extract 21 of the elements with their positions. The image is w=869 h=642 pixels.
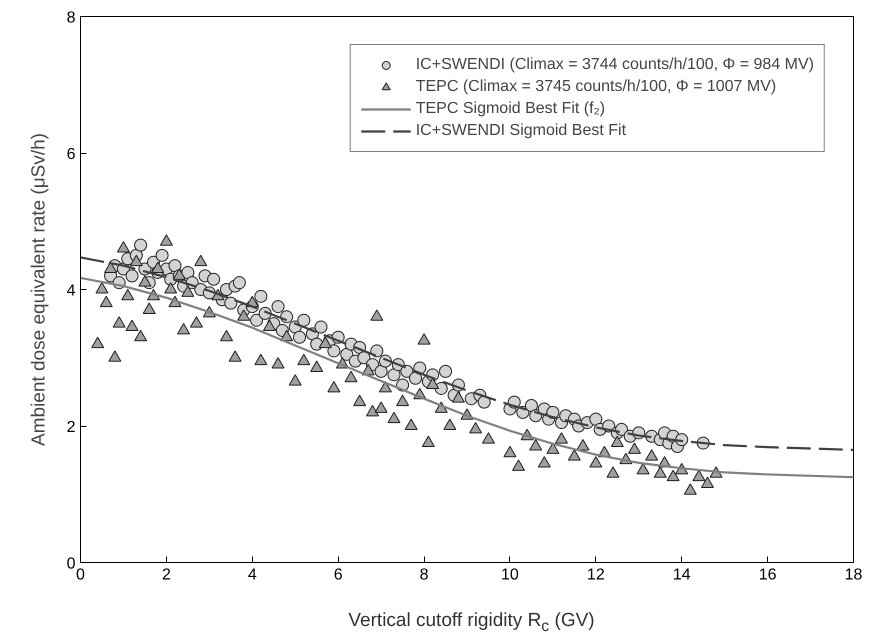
legend-label: IC+SWENDI Sigmoid Best Fit (416, 122, 626, 140)
line-series (80, 276, 854, 478)
legend-label: TEPC (Climax = 3745 counts/h/100, Φ = 1007 MV) (416, 78, 776, 96)
legend-label: TEPC Sigmoid Best Fit (f₂) (416, 100, 606, 118)
legend-label: IC+SWENDI (Climax = 3744 counts/h/100, Φ = 984 MV) (416, 56, 814, 74)
x-tick-label: 10 (501, 566, 519, 584)
x-tick-label: 8 (420, 566, 429, 584)
x-tick-label: 16 (758, 566, 777, 584)
x-tick-label: 4 (248, 566, 257, 584)
y-tick-label: 4 (66, 282, 76, 300)
x-tick-label: 12 (586, 566, 605, 584)
y-tick-label: 8 (66, 10, 76, 26)
y-tick-label: 2 (66, 419, 76, 436)
x-axis-title: Vertical cutoff rigidity R$_{c}$ (GV) (348, 609, 595, 637)
y-tick-label: 0 (66, 556, 76, 572)
x-tick-label: 6 (334, 566, 343, 584)
y-tick-label: 6 (66, 146, 76, 163)
x-tick-label: 18 (844, 566, 862, 584)
x-tick-label: 14 (672, 566, 691, 584)
y-axis-title: Ambient dose equivalent rate (μSv/h) (28, 133, 50, 446)
x-tick-label: 2 (162, 566, 171, 584)
